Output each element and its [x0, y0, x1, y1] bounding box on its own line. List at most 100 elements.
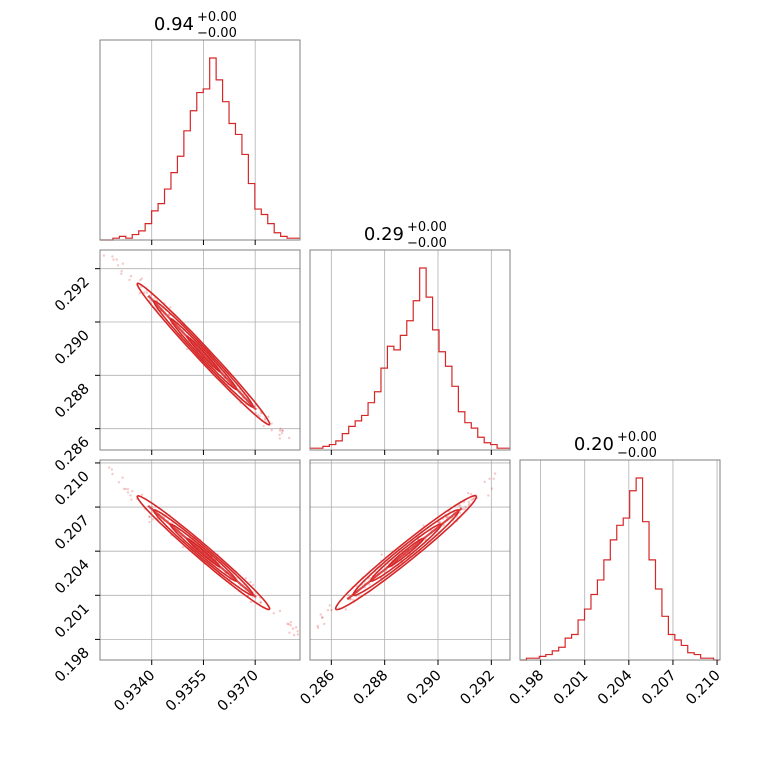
density-core [147, 294, 257, 411]
sample-point [279, 427, 282, 430]
sample-point [439, 521, 442, 524]
density-contour [136, 494, 271, 611]
sample-point [102, 254, 106, 257]
sample-point [466, 491, 470, 495]
sample-point [126, 488, 130, 491]
sample-point [126, 491, 130, 494]
sample-point [270, 422, 273, 425]
sample-point [472, 496, 476, 500]
panel-frame [99, 249, 301, 451]
tick-label-y: 0.288 [52, 381, 93, 422]
tick-label-x: 0.9370 [215, 668, 262, 715]
tick-label-y: 0.292 [52, 274, 93, 315]
sample-point [492, 477, 495, 480]
sample-point [288, 631, 291, 634]
sample-point [111, 255, 114, 258]
sample-point [349, 598, 353, 601]
sample-point [330, 608, 333, 612]
sample-point [437, 521, 440, 524]
sample-point [111, 472, 114, 476]
sample-point [287, 436, 291, 440]
sample-point [131, 490, 134, 493]
sample-point [129, 494, 132, 497]
sample-point [368, 583, 371, 586]
tick-label-x: 0.286 [297, 668, 338, 709]
tick-label-x: 0.207 [639, 668, 680, 709]
sample-point [122, 487, 126, 491]
sample-point [292, 633, 296, 637]
tick-label-x: 0.288 [351, 668, 392, 709]
sample-point [145, 291, 149, 294]
panel-frame [99, 39, 301, 241]
density-contour [136, 282, 271, 426]
sample-point [121, 476, 124, 479]
sample-point [278, 429, 282, 432]
sample-point [186, 347, 189, 351]
sample-point [294, 626, 298, 629]
panel-frame [99, 459, 301, 661]
sample-point [167, 313, 171, 316]
panel-title: 0.20 [574, 434, 614, 455]
sample-point [471, 497, 475, 501]
panel-frame [309, 459, 511, 661]
sample-point [128, 278, 131, 282]
sample-point [121, 262, 125, 265]
tick-label-y: 0.198 [52, 645, 93, 686]
sample-point [488, 477, 491, 481]
histogram-step-line [520, 477, 720, 661]
sample-point [289, 623, 292, 627]
sample-point [259, 411, 263, 415]
tick-label-y: 0.210 [52, 468, 93, 509]
sample-point [286, 622, 289, 626]
title-lower-error: −0.00 [197, 26, 237, 41]
tick-label-x: 0.290 [404, 668, 445, 709]
density-core [346, 507, 463, 601]
sample-point [130, 498, 133, 501]
sample-point [278, 609, 282, 613]
tick-label-x: 0.210 [683, 668, 724, 709]
sample-point [263, 418, 267, 421]
sample-point [270, 429, 273, 432]
sample-point [251, 583, 255, 587]
sample-point [296, 633, 300, 636]
sample-point [169, 306, 172, 309]
sample-point [352, 598, 355, 602]
sample-point [148, 520, 151, 524]
panel-frame [519, 459, 721, 661]
sample-point [316, 624, 319, 628]
sample-point [256, 413, 260, 417]
panel-frame [309, 249, 511, 451]
sample-point [249, 580, 252, 584]
sample-point [281, 429, 284, 432]
sample-point [278, 433, 281, 437]
sample-point [124, 487, 128, 491]
tick-label-y: 0.204 [52, 557, 93, 598]
tick-label-y: 0.207 [52, 513, 93, 554]
sample-point [280, 431, 284, 435]
sample-point [483, 480, 486, 484]
tick-label-x: 0.201 [551, 668, 592, 709]
sample-point [296, 630, 299, 633]
sample-point [138, 291, 142, 295]
sample-point [445, 515, 448, 519]
sample-point [120, 269, 123, 273]
sample-point [469, 492, 473, 496]
sample-point [249, 600, 252, 604]
sample-point [287, 623, 290, 626]
histogram-step-line [100, 57, 300, 241]
sample-point [151, 518, 155, 521]
sample-point [143, 291, 146, 294]
sample-point [254, 411, 258, 415]
tick-label-y: 0.290 [52, 328, 93, 369]
sample-point [258, 415, 261, 418]
panel-title: 0.94 [154, 14, 194, 35]
sample-point [181, 545, 185, 549]
sample-point [267, 415, 270, 418]
sample-point [115, 258, 118, 261]
tick-label-y: 0.286 [52, 434, 93, 475]
sample-point [319, 613, 322, 616]
sample-point [438, 520, 441, 524]
sample-point [278, 437, 282, 440]
